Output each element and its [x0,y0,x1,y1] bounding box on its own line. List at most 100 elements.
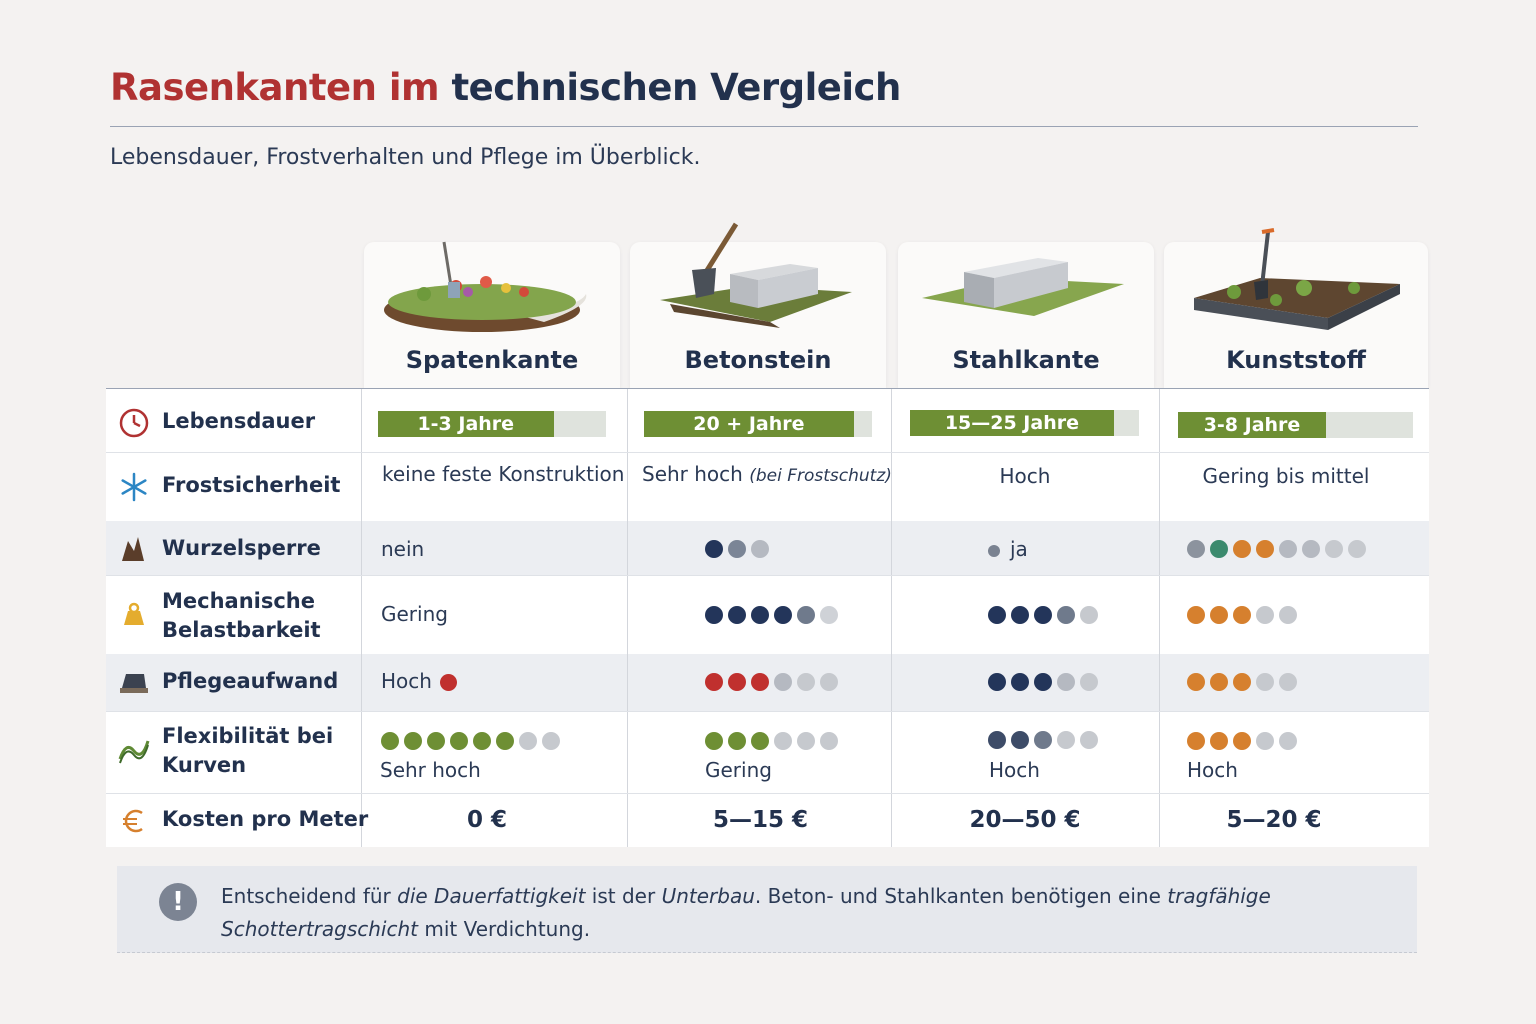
rating-dot [1233,732,1251,750]
cost-value: 5—15 € [712,807,809,833]
rating-dot [1057,606,1075,624]
rating-dot [1256,540,1274,558]
concrete-block-with-shovel-illustration [660,222,852,328]
row-label-line: Mechanische [162,589,315,613]
rating-dot [797,673,815,691]
rating-dot [1011,673,1029,691]
column-divider [891,389,892,847]
rating-dot [1210,673,1228,691]
rating-dot [542,732,560,750]
column-name: Betonstein [684,346,832,374]
title-divider [110,126,1418,127]
rating-dots-root-betonstein [705,540,769,558]
cost-value: 5—20 € [1226,807,1322,833]
root-icon [122,537,144,561]
rating-dots-care-stahlkante [988,673,1098,691]
frost-value: Hoch [999,464,1051,488]
rating-dot [1034,673,1052,691]
root-value-stahlkante: ja [988,537,1028,561]
row-label-line: Belastbarkeit [162,618,321,642]
rating-dot [473,732,491,750]
rating-dot [1302,540,1320,558]
rating-dot [774,606,792,624]
title-main: technischen Vergleich [451,66,901,109]
frost-note: (bei Frostschutz) [749,466,892,486]
curve-icon [118,740,150,764]
mechanical-value: Gering [381,602,448,626]
rating-dots-flex-kunststoff [1187,732,1297,750]
row-label: Wurzelsperre [162,536,321,560]
rating-dot [1279,540,1297,558]
steel-edge-on-lawn-illustration [922,258,1124,316]
column-header-stahlkante: Stahlkante [898,242,1154,388]
page-title: Rasenkanten im technischen Vergleich [110,66,901,109]
rating-dot [820,673,838,691]
lifespan-bar: 1-3 Jahre [378,411,606,437]
rating-dot [1080,606,1098,624]
rating-dots-flex-stahlkante [988,731,1098,749]
note-text: Entscheidend für die Dauerfattigkeit ist… [221,884,1271,941]
euro-icon [123,809,143,833]
column-header-kunststoff: Kunststoff [1164,228,1428,388]
row-label: Mechanische Belastbarkeit [162,587,321,645]
lifespan-value: 20 + Jahre [693,413,805,435]
rating-dot [1279,673,1297,691]
column-divider [627,389,628,847]
rating-dot [988,731,1006,749]
rating-dot [1325,540,1343,558]
rating-dot [751,540,769,558]
rating-dot [988,673,1006,691]
rating-dot [450,732,468,750]
rating-dot [427,732,445,750]
row-label: Lebensdauer [162,409,316,433]
rating-dot [988,606,1006,624]
rating-dots-flex-betonstein [705,732,838,750]
rating-dot [1233,673,1251,691]
info-note: ! Entscheidend für die Dauerfattigkeit i… [117,866,1417,953]
rating-dots-mech-kunststoff [1187,606,1297,624]
rating-dot [1187,606,1205,624]
rating-dot [439,674,457,691]
rating-dot [751,673,769,691]
lifespan-value: 3-8 Jahre [1203,414,1301,436]
lifespan-value: 1-3 Jahre [417,413,515,435]
rating-dot [797,606,815,624]
rating-dot [1279,606,1297,624]
rating-dot [820,732,838,750]
plastic-edge-bed-with-shovel-illustration [1194,228,1400,330]
row-divider [106,711,1429,712]
garden-bed-with-spade-illustration [384,241,587,332]
flex-value: Sehr hoch [380,758,481,782]
rating-dot [519,732,537,750]
rating-dot [728,606,746,624]
column-name: Stahlkante [952,346,1100,374]
rating-dot [1210,732,1228,750]
rating-dot [1034,606,1052,624]
rating-dot [728,732,746,750]
lifespan-value: 15—25 Jahre [944,412,1079,434]
lifespan-bar: 20 + Jahre [644,411,872,437]
exclamation-icon: ! [159,883,197,921]
frost-value: Sehr hoch [642,462,743,486]
rating-dot [1057,731,1075,749]
rating-dot [1011,731,1029,749]
rating-dot [1057,673,1075,691]
row-divider [106,575,1429,576]
column-name: Spatenkante [405,346,579,374]
rating-dot [1233,606,1251,624]
flex-value: Hoch [1187,758,1238,782]
frost-value: Gering bis mittel [1202,464,1370,488]
care-value: Hoch [381,669,432,693]
column-divider [1159,389,1160,847]
rating-dots-flex-spatenkante [381,732,560,750]
column-header-betonstein: Betonstein [630,222,886,388]
rating-dots-root-kunststoff [1187,540,1366,558]
root-value: nein [381,537,425,561]
rating-dot [496,732,514,750]
column-name: Kunststoff [1226,346,1366,374]
row-divider [106,452,1429,453]
row-label: Kosten pro Meter [162,807,369,831]
lifespan-bar: 3-8 Jahre [1178,412,1413,438]
rating-dot [1080,731,1098,749]
row-label: Flexibilität bei Kurven [162,722,333,780]
